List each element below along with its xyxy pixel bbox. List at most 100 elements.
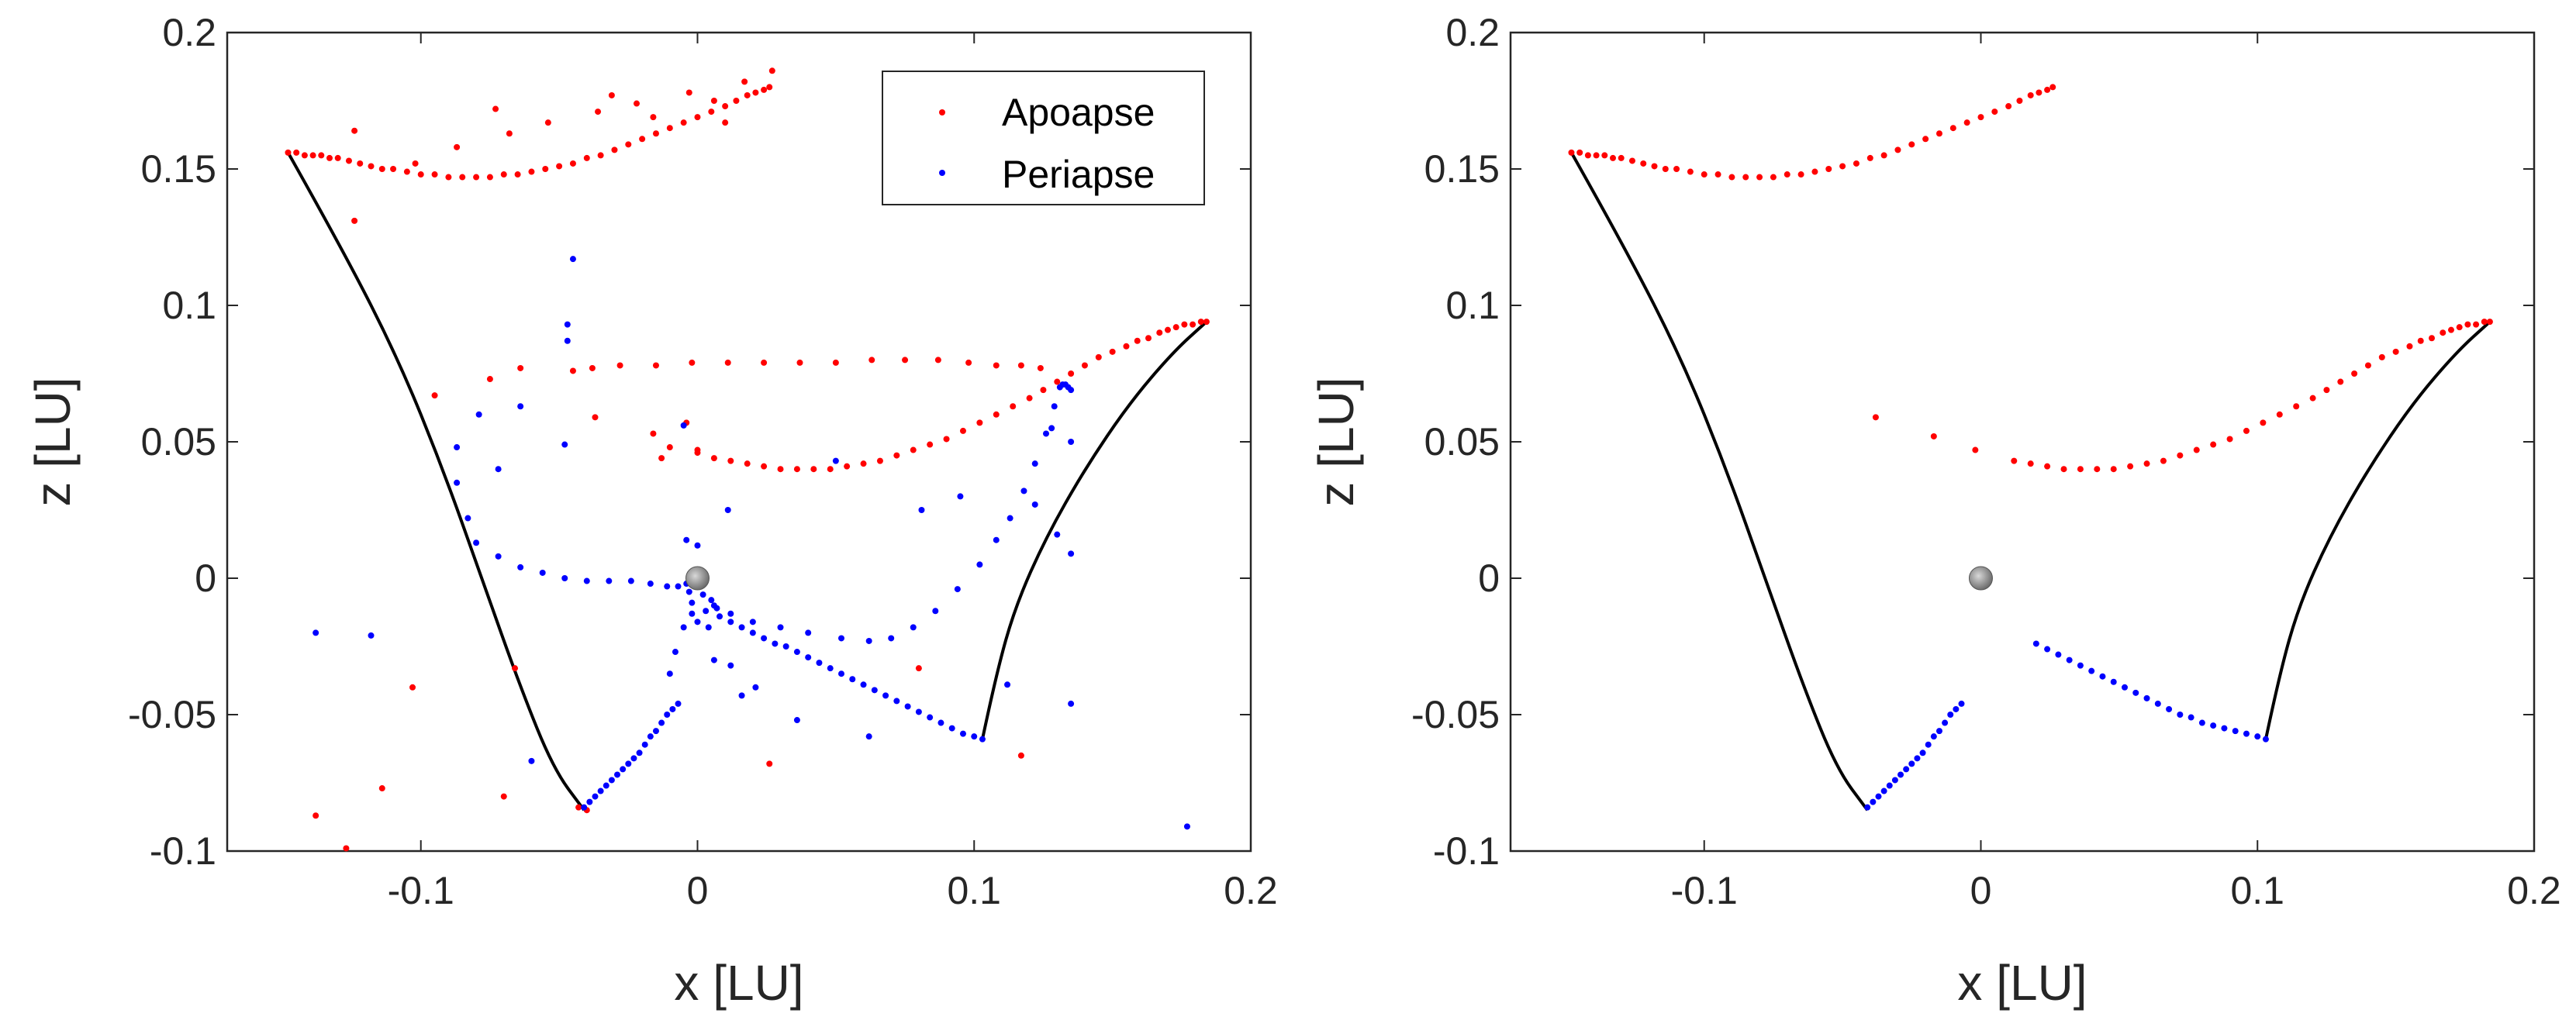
left-periapse-point	[827, 665, 834, 672]
right-periapse-point	[1870, 798, 1877, 805]
right-apoapse-point	[1756, 174, 1763, 181]
left-apoapse-point	[768, 67, 775, 74]
left-apoapse-point	[1017, 752, 1024, 759]
left-y-axis-label: z [LU]	[25, 377, 81, 506]
right-apoapse-point	[2486, 319, 2493, 326]
left-periapse-point	[606, 577, 613, 584]
right-y-tick-label: 0.2	[1445, 11, 1500, 54]
left-apoapse-point	[1068, 370, 1075, 377]
left-periapse-point	[454, 479, 461, 486]
right-apoapse-point	[1610, 154, 1616, 161]
right-periapse-point	[1930, 733, 1937, 740]
right-periapse-point	[1914, 755, 1921, 762]
right-apoapse-point	[2456, 324, 2463, 331]
legend-apoapse-marker	[939, 109, 945, 115]
right-periapse-point	[2032, 640, 2039, 647]
left-periapse-point	[689, 610, 696, 617]
left-apoapse-point	[694, 450, 701, 457]
right-apoapse-point	[1601, 152, 1608, 159]
left-apoapse-point	[680, 119, 687, 126]
left-apoapse-point	[993, 362, 1000, 369]
left-apoapse-point	[943, 436, 950, 443]
right-periapse-point	[1897, 771, 1904, 778]
left-apoapse-point	[512, 665, 519, 672]
right-axis-ticks: -0.1 0 0.1 0.2 -0.1 -0.05 0 0.05 0.1 0.15 0.2	[1411, 11, 2561, 912]
right-apoapse-point	[2005, 103, 2012, 110]
left-apoapse-point	[625, 141, 632, 148]
right-apoapse-point	[1894, 146, 1901, 153]
left-periapse-point	[1183, 823, 1190, 830]
left-periapse-point	[727, 662, 734, 669]
right-x-tick-label: 0.2	[2507, 869, 2561, 912]
right-x-axis-label: x [LU]	[1957, 955, 2087, 1011]
left-apoapse-point	[589, 364, 596, 371]
left-trajectory-lines	[286, 151, 1208, 812]
left-periapse-point	[860, 681, 867, 688]
left-apoapse-point	[902, 357, 909, 364]
left-periapse-point	[1031, 501, 1038, 508]
right-apoapse-point	[1673, 166, 1680, 172]
left-apoapse-point	[1164, 326, 1171, 333]
right-apoapse-point	[2293, 403, 2300, 410]
left-apoapse-point	[378, 785, 385, 792]
right-periapse-point	[2243, 730, 2250, 737]
left-periapse-point	[761, 635, 768, 642]
left-apoapse-point	[1197, 319, 1204, 326]
right-periapse-point	[1919, 750, 1926, 756]
left-apoapse-points	[285, 67, 1210, 852]
right-periapse-point	[2088, 667, 2095, 674]
left-periapse-point	[1031, 460, 1038, 467]
left-apoapse-point	[431, 171, 438, 178]
left-periapse-point	[1068, 439, 1075, 445]
left-apoapse-point	[976, 419, 983, 426]
left-apoapse-point	[766, 84, 773, 91]
legend: Apoapse Periapse	[882, 71, 1205, 205]
left-apoapse-point	[1181, 321, 1188, 328]
left-apoapse-point	[1156, 329, 1163, 336]
right-apoapse-point	[1584, 152, 1591, 159]
left-apoapse-point	[592, 414, 599, 421]
left-apoapse-point	[517, 364, 524, 371]
left-periapse-point	[793, 649, 800, 656]
left-apoapse-point	[608, 91, 615, 98]
left-apoapse-point	[345, 157, 352, 164]
right-apoapse-point	[2243, 427, 2250, 434]
left-apoapse-point	[542, 166, 549, 172]
left-apoapse-point	[777, 466, 784, 473]
right-y-tick-label: -0.1	[1433, 829, 1500, 873]
right-apoapse-point	[2044, 86, 2051, 93]
left-periapse-point	[865, 637, 872, 644]
left-apoapse-point	[1095, 353, 1102, 360]
left-apoapse-point	[708, 109, 715, 115]
right-apoapse-point	[2027, 460, 2034, 467]
right-periapse-point	[1886, 782, 1893, 789]
left-y-tick-label: -0.05	[128, 693, 216, 736]
right-periapse-point	[2122, 684, 2128, 691]
right-y-tick-label: 0.1	[1445, 284, 1500, 327]
left-apoapse-point	[694, 114, 701, 121]
left-periapse-point	[652, 728, 659, 735]
right-apoapse-point	[2094, 466, 2101, 473]
left-apoapse-point	[744, 460, 751, 467]
left-apoapse-point	[761, 463, 768, 470]
left-periapse-point	[979, 736, 986, 743]
left-periapse-point	[1051, 403, 1058, 410]
left-periapse-point	[976, 561, 983, 568]
left-apoapse-point	[666, 125, 673, 132]
right-trajectory-east	[2263, 320, 2491, 740]
left-periapse-point	[561, 441, 568, 448]
left-periapse-point	[620, 766, 627, 773]
left-apoapse-point	[403, 168, 410, 175]
right-apoapse-point	[1593, 152, 1600, 159]
left-apoapse-point	[417, 171, 424, 178]
right-apoapse-point	[1687, 168, 1694, 175]
right-apoapse-point	[2193, 446, 2200, 453]
right-apoapse-point	[2447, 326, 2454, 333]
left-periapse-point	[561, 575, 568, 581]
right-apoapse-point	[2036, 89, 2042, 96]
left-apoapse-point	[650, 114, 657, 121]
left-apoapse-point	[431, 392, 438, 399]
right-periapse-point	[2154, 700, 2161, 707]
left-periapse-point	[675, 583, 682, 590]
left-periapse-point	[495, 466, 502, 473]
